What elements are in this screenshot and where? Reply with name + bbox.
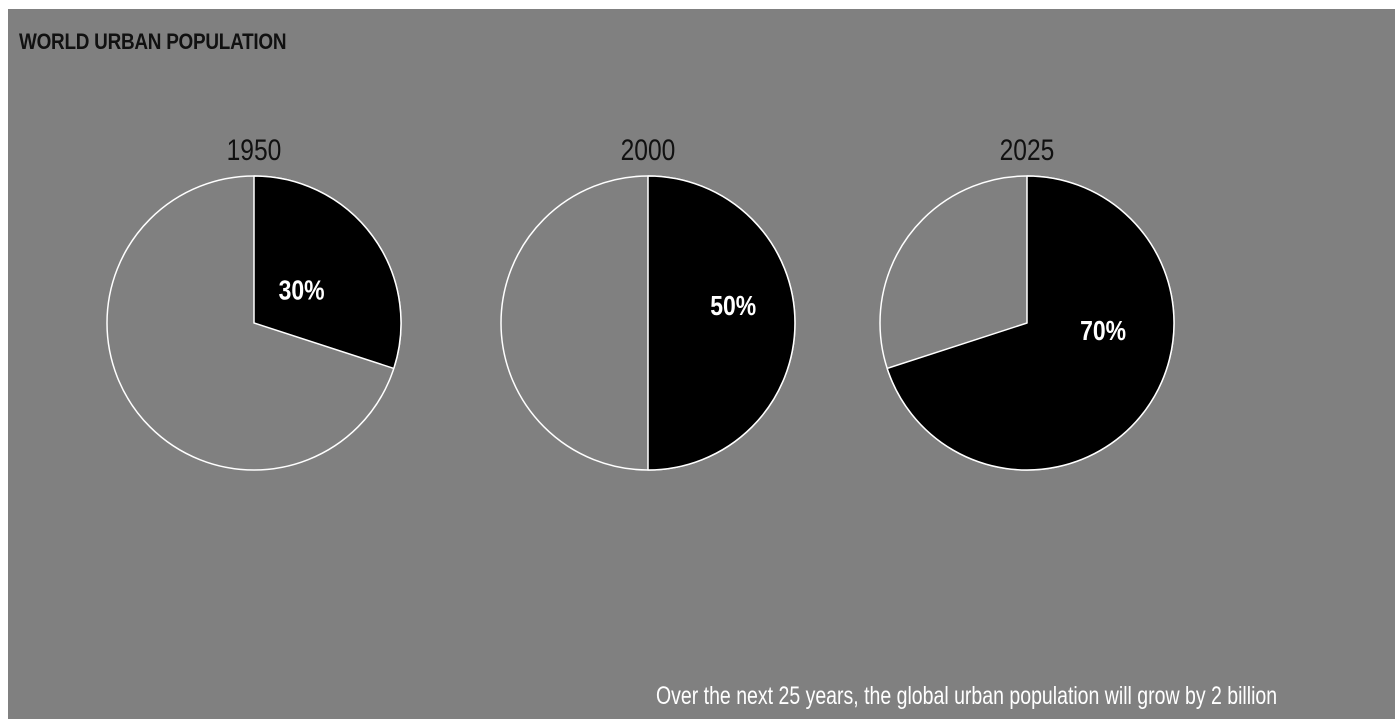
- pie-title-2000: 2000: [621, 133, 676, 167]
- chart-title: WORLD URBAN POPULATION: [19, 29, 287, 54]
- pie-chart-1950: 30% 1950: [106, 133, 402, 471]
- pie-slice-urban: [253, 175, 402, 370]
- chart-canvas: WORLD URBAN POPULATION 30% 1950 50% 2000 7…: [8, 9, 1395, 719]
- pie-slice-label: 70%: [1080, 316, 1126, 347]
- pie-chart-2000: 50% 2000: [500, 133, 796, 471]
- pie-title-2025: 2025: [1000, 133, 1055, 167]
- pie-charts: 30% 1950 50% 2000 70% 2025: [106, 133, 1175, 471]
- pie-slice-label: 50%: [710, 291, 756, 322]
- footnote: Over the next 25 years, the global urban…: [656, 682, 1278, 710]
- pie-title-1950: 1950: [227, 133, 282, 167]
- pie-slice-label: 30%: [279, 275, 325, 306]
- pie-chart-2025: 70% 2025: [879, 133, 1175, 471]
- pie-slice-urban: [647, 175, 796, 471]
- pie-slice-urban: [886, 175, 1175, 471]
